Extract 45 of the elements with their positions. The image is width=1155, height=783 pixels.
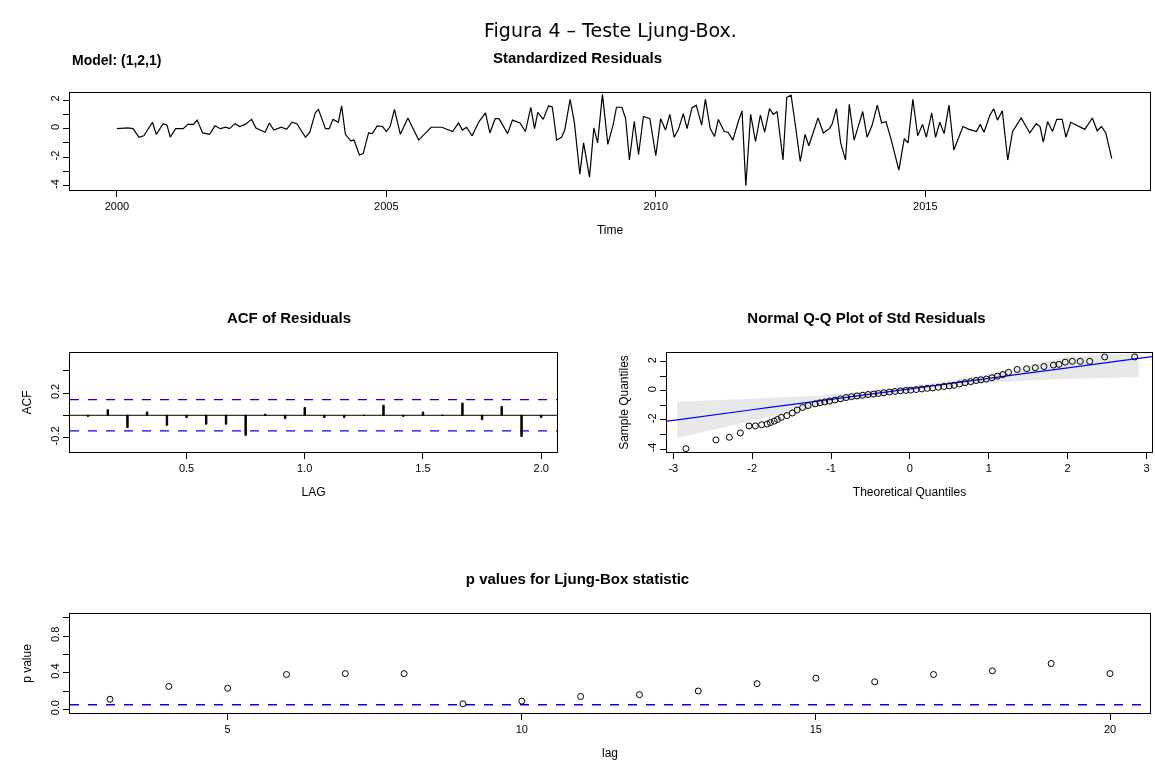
text: Model: (1,2,1) (72, 52, 162, 68)
y-tick-label: 2 (48, 95, 61, 102)
x-tick-label: -2 (747, 462, 758, 475)
x-tick-label: 1.0 (297, 462, 313, 475)
y-tick-label: -2 (645, 413, 658, 424)
x-tick-label: 1.5 (415, 462, 431, 475)
x-tick-label: 0 (906, 462, 913, 475)
y-tick-label: 0.4 (48, 663, 61, 679)
chart-title: p values for Ljung-Box statistic (465, 570, 690, 588)
x-tick-label: 2.0 (533, 462, 549, 475)
x-tick-label: 0.5 (178, 462, 195, 475)
y-axis-title: p value (19, 643, 34, 683)
chart-title: Standardized Residuals (492, 49, 663, 67)
x-axis-title: Time (596, 223, 624, 238)
x-tick-label: -1 (826, 462, 836, 475)
y-tick-label: 0 (645, 386, 658, 393)
x-tick-label: 2015 (913, 200, 938, 213)
x-tick-label: 20 (1103, 723, 1117, 736)
y-axis-title: ACF (19, 390, 34, 415)
y-tick-label: 0.0 (48, 700, 61, 716)
y-axis-title: Sample Quantiles (616, 355, 631, 450)
x-tick-label: 1 (985, 462, 992, 475)
x-tick-label: 2000 (104, 200, 130, 213)
x-tick-label: 2 (1064, 462, 1071, 475)
x-tick-label: 5 (224, 723, 231, 736)
text: Figura 4 – Teste Ljung-Box. (484, 19, 737, 41)
y-tick-label: 0.2 (48, 383, 61, 400)
chart-title: ACF of Residuals (226, 309, 352, 327)
chart-title: Normal Q-Q Plot of Std Residuals (747, 309, 986, 327)
x-tick-label: 10 (515, 723, 528, 736)
x-axis-title: lag (601, 746, 619, 761)
y-tick-label: 2 (645, 357, 658, 364)
y-tick-label: -0.2 (48, 426, 61, 446)
y-tick-label: 0.8 (48, 626, 61, 642)
x-tick-label: 2005 (374, 200, 399, 213)
y-tick-label: -4 (645, 442, 658, 453)
x-tick-label: 2010 (643, 200, 669, 213)
x-axis-title: Theoretical Quantiles (852, 485, 967, 500)
y-tick-label: -2 (48, 150, 61, 161)
x-tick-label: -3 (668, 462, 679, 475)
x-tick-label: 3 (1143, 462, 1150, 475)
y-tick-label: -4 (48, 179, 61, 189)
x-axis-title: LAG (301, 485, 326, 500)
x-tick-label: 15 (809, 723, 823, 736)
y-tick-label: 0 (48, 123, 61, 131)
